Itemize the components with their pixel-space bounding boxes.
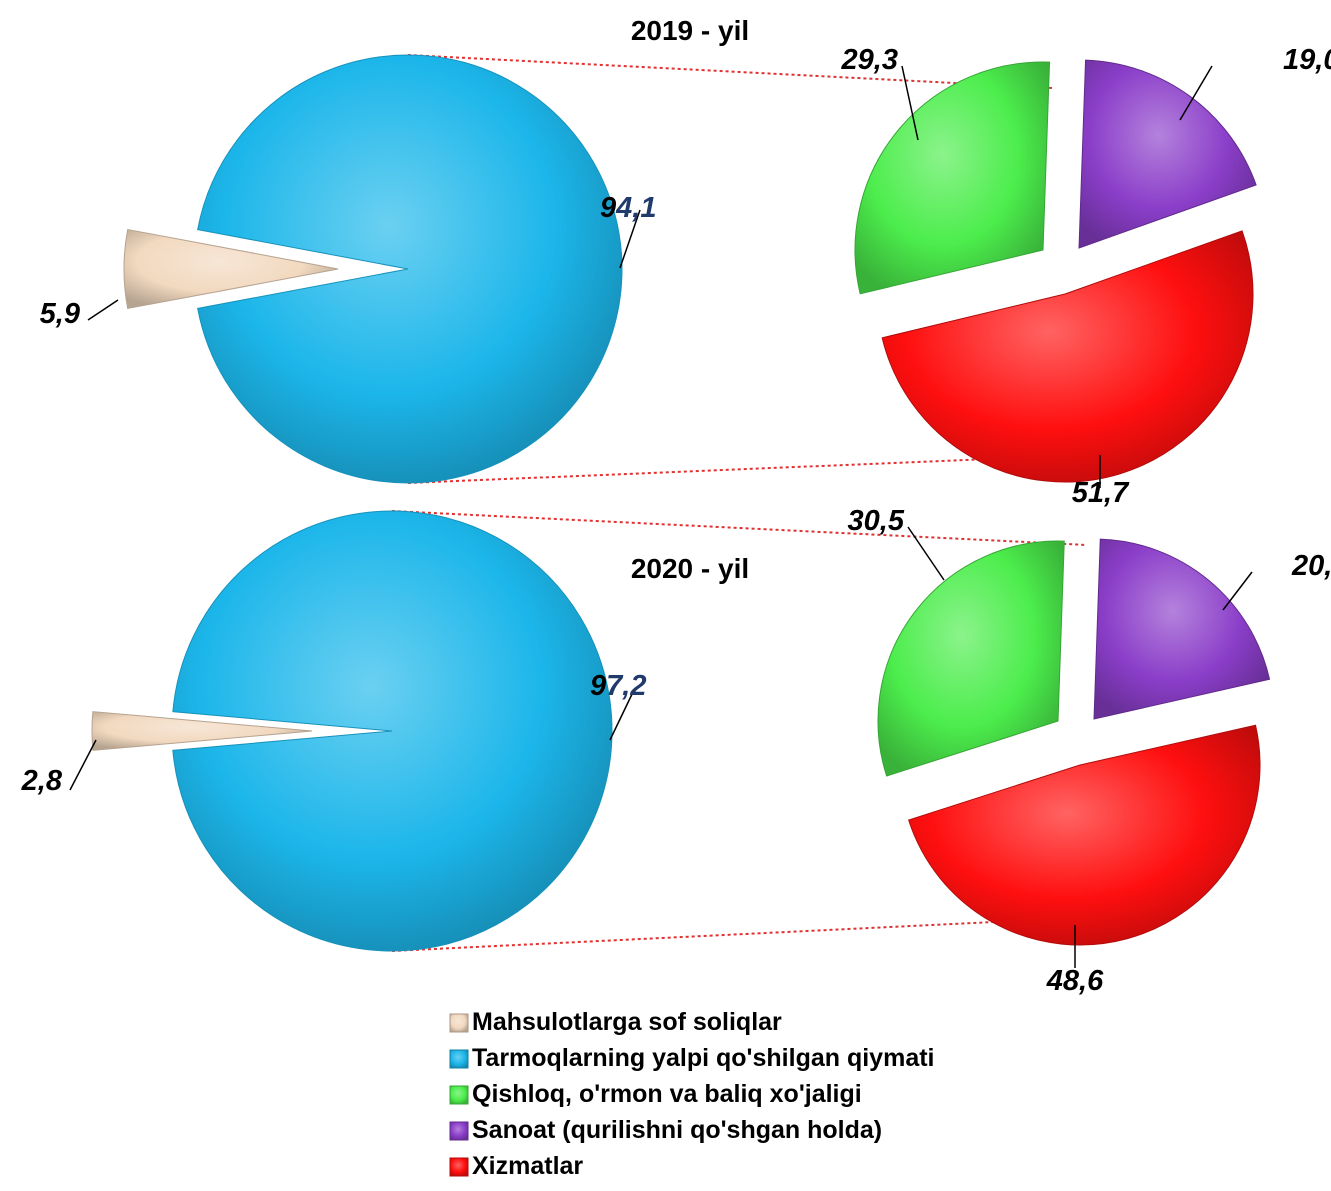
leader-line-2020-breakdown-1 [1222,571,1253,611]
chart-title-2019: 2019 - yil [631,15,749,46]
legend: Mahsulotlarga sof soliqlar Tarmoqlarning … [449,1008,935,1180]
slice-2019-sanoat [1078,59,1257,249]
legend-swatch [449,1085,469,1105]
slice-2020-qishloq [877,540,1065,777]
data-label-2019-main-1: 5,9 [40,298,80,330]
connector-line-2020-1 [391,917,1078,952]
legend-item: Tarmoqlarning yalpi qo'shilgan qiymati [449,1044,935,1072]
slice-2020-sanoat [1093,538,1271,720]
data-label-2019-breakdown-2: 51,7 [1072,477,1130,509]
pies [91,54,1271,952]
chart-titles: 2019 - yil 2020 - yil [631,15,749,584]
leader-line-2019-breakdown-0 [901,65,919,141]
legend-label: Mahsulotlarga sof soliqlar [472,1008,782,1036]
slice-2019-qishloq [854,61,1051,295]
legend-swatch [449,1157,469,1177]
legend-label: Tarmoqlarning yalpi qo'shilgan qiymati [472,1044,935,1072]
data-label-2020-main-0: 97,2 [590,670,646,702]
legend-item: Qishloq, o'rmon va baliq xo'jaligi [449,1080,862,1108]
slice-2020-xizmatlar [907,724,1261,946]
leader-line-2019-main-0 [619,209,641,269]
data-label-2020-main-0-tail: 7,2 [606,670,646,702]
connector-lines [391,54,1088,952]
chart-title-2020: 2020 - yil [631,553,749,584]
legend-swatch [449,1121,469,1141]
data-label-2020-main-1: 2,8 [21,765,63,797]
legend-item: Mahsulotlarga sof soliqlar [449,1008,782,1036]
data-label-2019-main-0-tail: 4,1 [615,192,656,224]
leader-line-2019-main-1 [87,299,119,321]
legend-label: Sanoat (qurilishni qo'shgan holda) [472,1116,882,1144]
leader-line-2020-main-0 [609,689,635,741]
slice-2020-soliqlar [91,711,313,751]
legend-label: Xizmatlar [472,1152,583,1180]
legend-swatch [449,1049,469,1069]
data-label-2019-main-0: 94,1 [600,192,656,224]
legend-label: Qishloq, o'rmon va baliq xo'jaligi [472,1080,862,1108]
connector-line-2020-0 [391,510,1088,546]
data-label-2020-breakdown-0: 30,5 [848,505,905,537]
slice-2019-tarmoqlar [197,54,623,484]
connector-line-2019-1 [407,454,1088,484]
data-label-2020-breakdown-1: 20,9 [1291,550,1331,582]
slice-2020-tarmoqlar [172,510,613,952]
data-label-2020-main-0-head: 9 [590,670,606,702]
data-label-2019-breakdown-1: 19,0 [1283,44,1331,76]
data-labels: 94,15,929,319,051,797,22,830,520,948,6 [21,44,1331,997]
leader-line-2019-breakdown-1 [1179,65,1213,121]
leader-line-2020-main-1 [69,739,97,791]
data-label-2020-breakdown-2: 48,6 [1046,965,1104,997]
data-label-2019-breakdown-0: 29,3 [841,44,898,76]
legend-swatch [449,1013,469,1033]
slice-2019-xizmatlar [881,230,1254,483]
data-label-2019-main-0-head: 9 [600,192,616,224]
slice-2019-soliqlar [123,228,339,310]
legend-item: Xizmatlar [449,1152,583,1180]
legend-item: Sanoat (qurilishni qo'shgan holda) [449,1116,882,1144]
leader-line-2020-breakdown-0 [907,526,945,581]
